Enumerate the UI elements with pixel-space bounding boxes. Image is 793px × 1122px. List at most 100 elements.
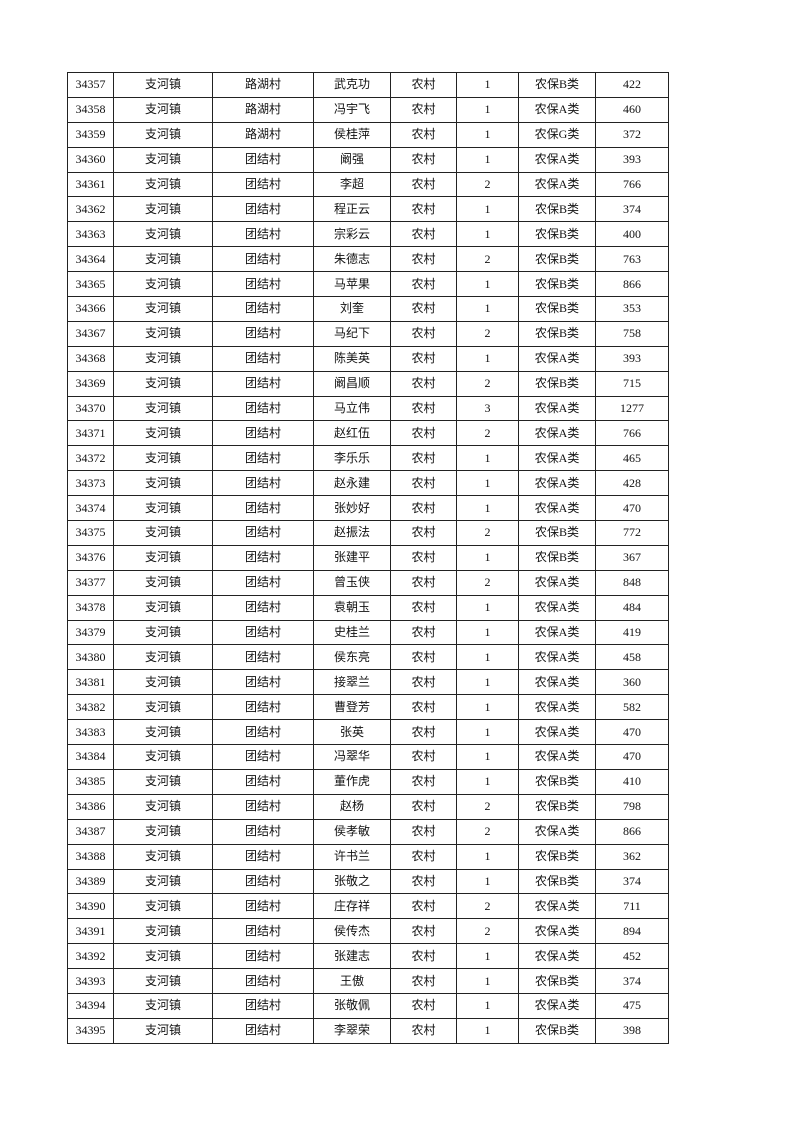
insurance-category-cell: 农保A类	[518, 395, 596, 422]
household-type-cell: 农村	[390, 370, 457, 397]
village-cell: 团结村	[212, 644, 314, 671]
serial-number-cell: 34394	[67, 992, 114, 1019]
name-cell: 阚昌顺	[313, 370, 391, 397]
serial-number-cell: 34383	[67, 719, 114, 746]
name-cell: 袁朝玉	[313, 594, 391, 621]
name-cell: 陈美英	[313, 345, 391, 372]
people-count-cell: 1	[456, 843, 519, 870]
serial-number-cell: 34368	[67, 345, 114, 372]
serial-number-cell: 34379	[67, 619, 114, 646]
name-cell: 冯翠华	[313, 744, 391, 770]
name-cell: 张建平	[313, 544, 391, 571]
serial-number-cell: 34361	[67, 171, 114, 198]
name-cell: 冯宇飞	[313, 96, 391, 123]
table-row: 34392 支河镇 团结村 张建志 农村 1 农保A类 452	[67, 943, 669, 970]
serial-number-cell: 34372	[67, 445, 114, 472]
insurance-category-cell: 农保B类	[518, 520, 596, 546]
household-type-cell: 农村	[390, 121, 457, 148]
town-cell: 支河镇	[113, 744, 213, 770]
amount-cell: 367	[595, 544, 669, 571]
town-cell: 支河镇	[113, 893, 213, 920]
insurance-category-cell: 农保B类	[518, 271, 596, 298]
serial-number-cell: 34363	[67, 221, 114, 248]
household-type-cell: 农村	[390, 271, 457, 298]
name-cell: 李乐乐	[313, 445, 391, 472]
village-cell: 团结村	[212, 619, 314, 646]
name-cell: 史桂兰	[313, 619, 391, 646]
household-type-cell: 农村	[390, 470, 457, 497]
town-cell: 支河镇	[113, 694, 213, 721]
household-type-cell: 农村	[390, 345, 457, 372]
serial-number-cell: 34389	[67, 868, 114, 895]
people-count-cell: 1	[456, 196, 519, 223]
insurance-category-cell: 农保A类	[518, 744, 596, 770]
people-count-cell: 2	[456, 569, 519, 596]
serial-number-cell: 34391	[67, 918, 114, 945]
table-row: 34383 支河镇 团结村 张英 农村 1 农保A类 470	[67, 719, 669, 746]
amount-cell: 894	[595, 918, 669, 945]
village-cell: 团结村	[212, 296, 314, 322]
town-cell: 支河镇	[113, 395, 213, 422]
data-table: 34357 支河镇 路湖村 武克功 农村 1 农保B类 422 34358 支河镇 路湖村 冯宇飞 农村…	[67, 72, 669, 1044]
insurance-category-cell: 农保A类	[518, 669, 596, 696]
amount-cell: 772	[595, 520, 669, 546]
amount-cell: 372	[595, 121, 669, 148]
village-cell: 团结村	[212, 968, 314, 994]
village-cell: 路湖村	[212, 121, 314, 148]
household-type-cell: 农村	[390, 594, 457, 621]
amount-cell: 866	[595, 271, 669, 298]
household-type-cell: 农村	[390, 768, 457, 795]
amount-cell: 419	[595, 619, 669, 646]
town-cell: 支河镇	[113, 943, 213, 970]
amount-cell: 475	[595, 992, 669, 1019]
table-body: 34357 支河镇 路湖村 武克功 农村 1 农保B类 422 34358 支河镇 路湖村 冯宇飞 农村…	[67, 72, 669, 1044]
serial-number-cell: 34360	[67, 146, 114, 173]
people-count-cell: 1	[456, 221, 519, 248]
household-type-cell: 农村	[390, 520, 457, 546]
town-cell: 支河镇	[113, 221, 213, 248]
village-cell: 团结村	[212, 793, 314, 820]
table-row: 34361 支河镇 团结村 李超 农村 2 农保A类 766	[67, 171, 669, 198]
village-cell: 团结村	[212, 744, 314, 770]
insurance-category-cell: 农保B类	[518, 768, 596, 795]
table-row: 34379 支河镇 团结村 史桂兰 农村 1 农保A类 419	[67, 619, 669, 646]
town-cell: 支河镇	[113, 121, 213, 148]
serial-number-cell: 34365	[67, 271, 114, 298]
household-type-cell: 农村	[390, 72, 457, 98]
amount-cell: 715	[595, 370, 669, 397]
town-cell: 支河镇	[113, 818, 213, 845]
amount-cell: 798	[595, 793, 669, 820]
village-cell: 团结村	[212, 395, 314, 422]
people-count-cell: 1	[456, 296, 519, 322]
town-cell: 支河镇	[113, 296, 213, 322]
name-cell: 马立伟	[313, 395, 391, 422]
insurance-category-cell: 农保A类	[518, 146, 596, 173]
table-row: 34359 支河镇 路湖村 侯桂萍 农村 1 农保G类 372	[67, 121, 669, 148]
name-cell: 曹登芳	[313, 694, 391, 721]
table-row: 34395 支河镇 团结村 李翠荣 农村 1 农保B类 398	[67, 1017, 669, 1044]
serial-number-cell: 34374	[67, 495, 114, 522]
household-type-cell: 农村	[390, 893, 457, 920]
table-row: 34372 支河镇 团结村 李乐乐 农村 1 农保A类 465	[67, 445, 669, 472]
household-type-cell: 农村	[390, 644, 457, 671]
name-cell: 朱德志	[313, 246, 391, 273]
name-cell: 庄存祥	[313, 893, 391, 920]
amount-cell: 866	[595, 818, 669, 845]
household-type-cell: 农村	[390, 320, 457, 347]
serial-number-cell: 34392	[67, 943, 114, 970]
people-count-cell: 2	[456, 370, 519, 397]
amount-cell: 460	[595, 96, 669, 123]
town-cell: 支河镇	[113, 968, 213, 994]
town-cell: 支河镇	[113, 594, 213, 621]
serial-number-cell: 34388	[67, 843, 114, 870]
town-cell: 支河镇	[113, 96, 213, 123]
name-cell: 赵杨	[313, 793, 391, 820]
people-count-cell: 1	[456, 644, 519, 671]
amount-cell: 374	[595, 868, 669, 895]
table-row: 34391 支河镇 团结村 侯传杰 农村 2 农保A类 894	[67, 918, 669, 945]
insurance-category-cell: 农保B类	[518, 221, 596, 248]
serial-number-cell: 34395	[67, 1017, 114, 1044]
table-row: 34364 支河镇 团结村 朱德志 农村 2 农保B类 763	[67, 246, 669, 273]
amount-cell: 422	[595, 72, 669, 98]
serial-number-cell: 34376	[67, 544, 114, 571]
